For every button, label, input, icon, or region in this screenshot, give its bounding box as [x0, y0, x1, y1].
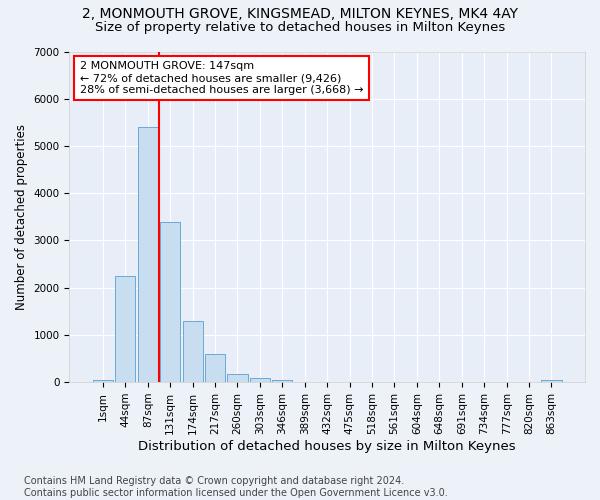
Y-axis label: Number of detached properties: Number of detached properties [15, 124, 28, 310]
X-axis label: Distribution of detached houses by size in Milton Keynes: Distribution of detached houses by size … [139, 440, 516, 452]
Bar [137, 127, 158, 382]
Bar [227, 374, 248, 382]
Text: 2 MONMOUTH GROVE: 147sqm
← 72% of detached houses are smaller (9,426)
28% of sem: 2 MONMOUTH GROVE: 147sqm ← 72% of detach… [80, 62, 363, 94]
Bar [250, 378, 270, 382]
Bar [160, 222, 181, 382]
Bar [272, 380, 292, 382]
Text: 2, MONMOUTH GROVE, KINGSMEAD, MILTON KEYNES, MK4 4AY: 2, MONMOUTH GROVE, KINGSMEAD, MILTON KEY… [82, 8, 518, 22]
Text: Contains HM Land Registry data © Crown copyright and database right 2024.
Contai: Contains HM Land Registry data © Crown c… [24, 476, 448, 498]
Bar [115, 276, 136, 382]
Text: Size of property relative to detached houses in Milton Keynes: Size of property relative to detached ho… [95, 22, 505, 35]
Bar [541, 380, 562, 382]
Bar [93, 380, 113, 382]
Bar [182, 320, 203, 382]
Bar [205, 354, 225, 382]
